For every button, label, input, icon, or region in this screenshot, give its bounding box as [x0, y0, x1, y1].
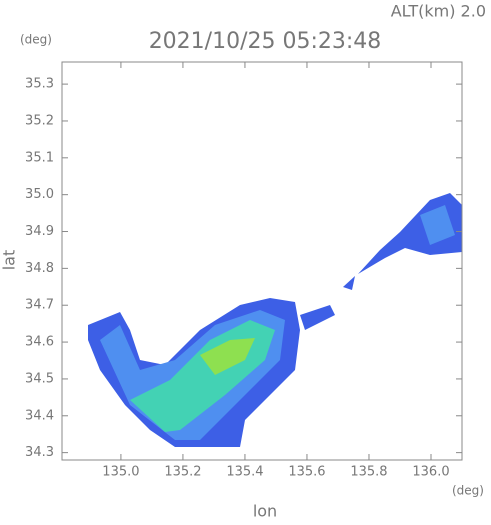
y-tick-label: 34.7: [25, 298, 54, 313]
y-tick-label: 34.9: [25, 224, 54, 239]
x-tick-label: 135.0: [102, 465, 139, 480]
y-tick-label: 34.4: [25, 408, 54, 423]
y-tick-label: 34.5: [25, 371, 54, 386]
plot-frame: [61, 61, 463, 461]
y-unit: (deg): [20, 33, 52, 47]
x-tick-label: 135.6: [288, 465, 325, 480]
y-tick-label: 34.3: [25, 445, 54, 460]
y-tick-label: 35.2: [25, 113, 54, 128]
y-axis-label: lat: [0, 250, 19, 271]
y-tick-label: 35.1: [25, 150, 54, 165]
altitude-label: ALT(km) 2.0: [391, 2, 486, 21]
x-unit: (deg): [452, 484, 484, 498]
x-tick-label: 135.4: [226, 465, 263, 480]
chart-title: 2021/10/25 05:23:48: [149, 29, 382, 54]
y-tick-label: 35.3: [25, 77, 54, 92]
x-axis-label: lon: [253, 502, 277, 521]
y-tick-label: 35.0: [25, 187, 54, 202]
y-tick-label: 34.8: [25, 261, 54, 276]
x-tick-label: 135.8: [350, 465, 387, 480]
x-tick-label: 136.0: [412, 465, 449, 480]
y-tick-label: 34.6: [25, 335, 54, 350]
radar-echo: [88, 193, 462, 447]
x-tick-label: 135.2: [164, 465, 201, 480]
